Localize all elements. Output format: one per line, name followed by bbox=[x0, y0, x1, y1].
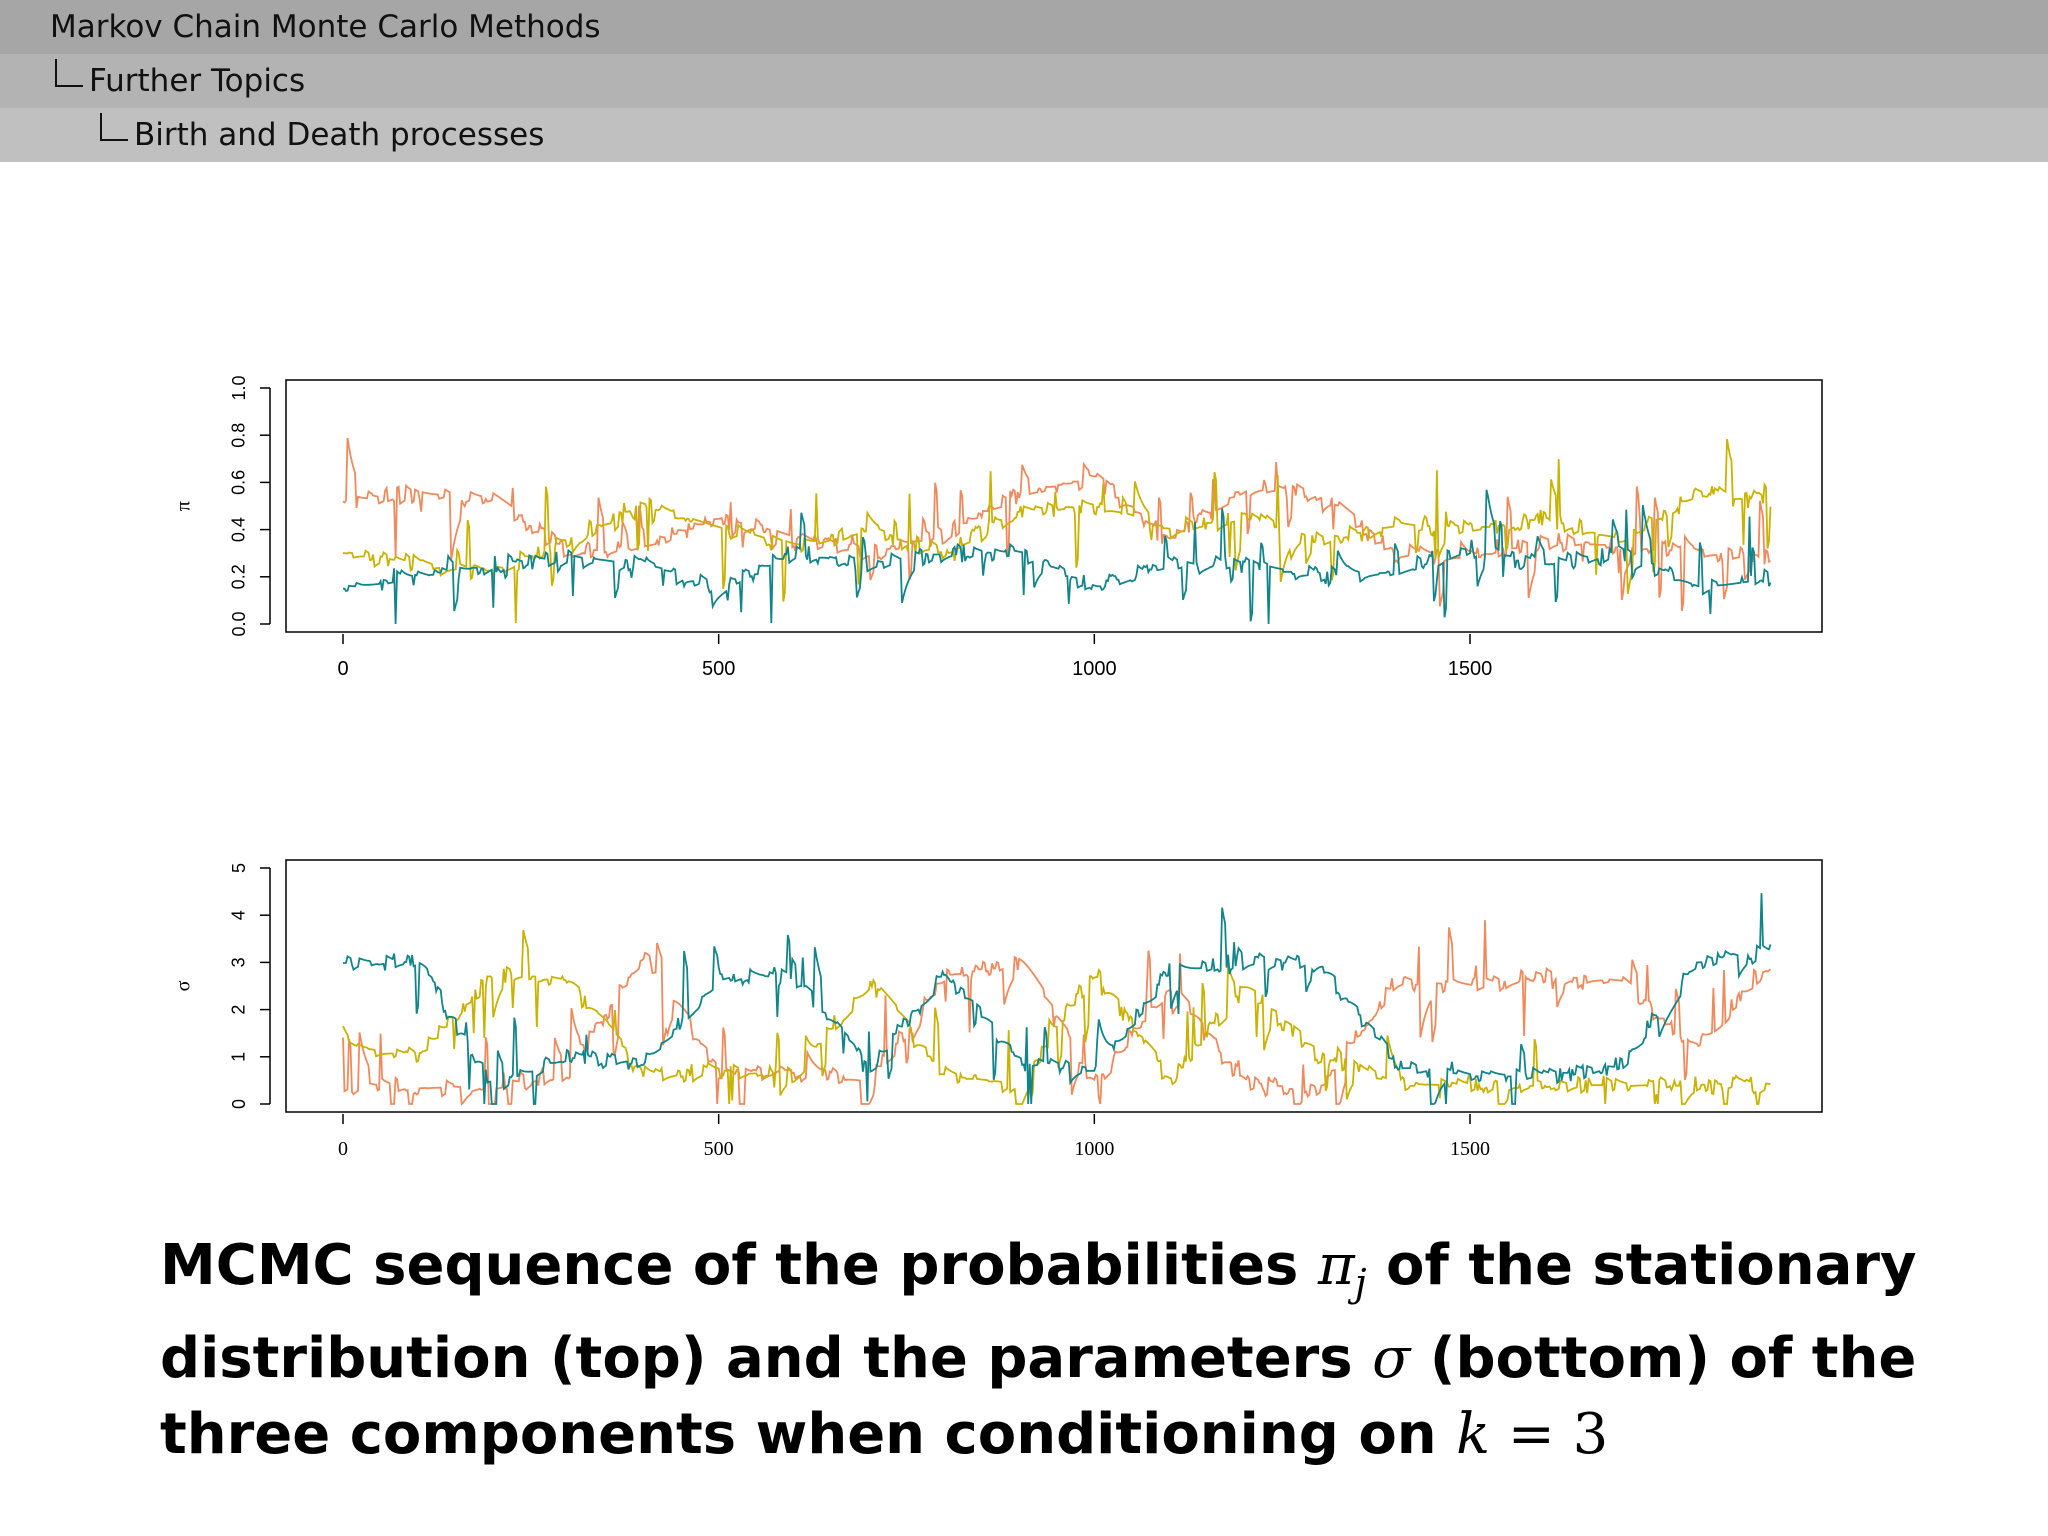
sigma-y-tick-label: 5 bbox=[229, 863, 249, 873]
header-subsubsection-row: Birth and Death processes bbox=[0, 108, 2048, 162]
sigma-y-tick-label: 1 bbox=[229, 1052, 249, 1062]
header-subsection-title: Further Topics bbox=[89, 63, 306, 99]
pi-x-tick-label: 0 bbox=[337, 658, 348, 680]
sigma-y-axis-label: σ bbox=[173, 980, 195, 991]
pi-y-axis-label: π bbox=[173, 501, 195, 511]
sigma-x-tick-label: 1500 bbox=[1450, 1138, 1490, 1160]
caption-part-3: (bottom) of the three components when co… bbox=[160, 1326, 1917, 1468]
header-section-title: Markov Chain Monte Carlo Methods bbox=[50, 9, 601, 45]
pi-y-tick-label: 0.4 bbox=[229, 517, 249, 542]
pi-y-tick-label: 0.2 bbox=[229, 564, 249, 589]
pi-y-tick-label: 0.8 bbox=[229, 423, 249, 448]
pi-series-1-line bbox=[342, 437, 1771, 611]
caption-pi-subscript: j bbox=[1354, 1261, 1367, 1306]
pi-x-tick-label: 1500 bbox=[1448, 658, 1493, 680]
sigma-x-tick-label: 1000 bbox=[1074, 1138, 1114, 1160]
sigma-series-3-line bbox=[342, 893, 1772, 1105]
sigma-y-tick-label: 3 bbox=[229, 957, 249, 967]
header-section-row: Markov Chain Monte Carlo Methods bbox=[0, 0, 2048, 54]
pi-x-tick-label: 500 bbox=[702, 658, 735, 680]
sigma-plot-frame bbox=[285, 859, 1823, 1113]
tree-elbow-icon bbox=[55, 59, 83, 87]
sigma-x-tick-label: 0 bbox=[338, 1138, 348, 1160]
pi-series-3-line bbox=[343, 489, 1772, 625]
header-subsubsection-title: Birth and Death processes bbox=[134, 117, 545, 153]
caption-part-2: of the stationary distribution (top) and… bbox=[160, 1233, 1917, 1392]
caption-equals-three: = 3 bbox=[1490, 1402, 1609, 1468]
sigma-x-tick-label: 500 bbox=[704, 1138, 734, 1160]
header-subsection-row: Further Topics bbox=[0, 54, 2048, 108]
caption-sigma-symbol: σ bbox=[1372, 1326, 1411, 1392]
sigma-trace-chart: 0 500 1000 1500 0 1 2 3 4 5 σ bbox=[173, 859, 1823, 1160]
pi-x-tick-label: 1000 bbox=[1072, 658, 1117, 680]
pi-series-2-line bbox=[343, 438, 1772, 624]
pi-plot-frame bbox=[285, 379, 1823, 633]
sigma-y-tick-label: 0 bbox=[229, 1099, 249, 1109]
slide-caption: MCMC sequence of the probabilities πj of… bbox=[160, 1228, 1980, 1473]
tree-elbow-icon bbox=[100, 113, 128, 141]
caption-k-symbol: k bbox=[1456, 1402, 1491, 1468]
sigma-y-tick-label: 2 bbox=[229, 1005, 249, 1015]
pi-y-tick-label: 0.0 bbox=[229, 611, 249, 636]
pi-y-tick-label: 1.0 bbox=[229, 375, 249, 400]
caption-part-1: MCMC sequence of the probabilities bbox=[160, 1233, 1318, 1298]
pi-trace-chart: 0 500 1000 1500 0.0 0.2 0.4 0.6 0.8 1.0 π bbox=[173, 375, 1823, 680]
sigma-series-2-line bbox=[342, 929, 1771, 1105]
sigma-y-tick-label: 4 bbox=[229, 910, 249, 920]
sigma-series-1-line bbox=[342, 920, 1772, 1106]
pi-y-tick-label: 0.6 bbox=[229, 470, 249, 495]
caption-pi-symbol: π bbox=[1317, 1233, 1355, 1298]
